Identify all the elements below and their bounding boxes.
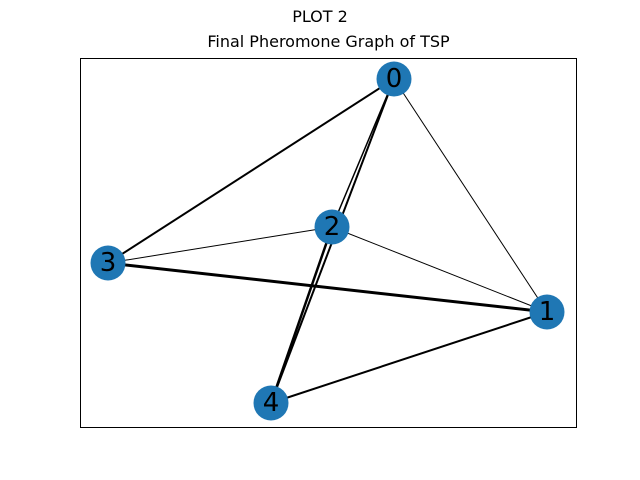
edge-1-3 <box>107 261 548 314</box>
figure-suptitle: PLOT 2 <box>292 7 348 26</box>
node-circle-0 <box>376 61 412 97</box>
node-2: 2 <box>314 209 350 245</box>
node-label-0: 0 <box>386 64 403 94</box>
node-4: 4 <box>253 385 289 421</box>
edge-2-4 <box>269 226 334 404</box>
node-label-2: 2 <box>324 212 341 242</box>
nodes-layer: 0 1 2 3 4 <box>90 61 565 421</box>
edge-0-3 <box>107 78 395 264</box>
edges-layer <box>107 78 548 404</box>
node-circle-2 <box>314 209 350 245</box>
node-0: 0 <box>376 61 412 97</box>
node-label-1: 1 <box>539 297 556 327</box>
edge-1-4 <box>270 311 548 404</box>
edge-1-2 <box>331 226 548 313</box>
axes-frame <box>80 58 577 428</box>
edge-0-1 <box>393 78 548 313</box>
node-circle-3 <box>90 245 126 281</box>
node-circle-1 <box>529 294 565 330</box>
node-label-4: 4 <box>263 388 280 418</box>
node-circle-4 <box>253 385 289 421</box>
node-3: 3 <box>90 245 126 281</box>
node-label-3: 3 <box>100 248 117 278</box>
edge-2-3 <box>107 226 333 264</box>
graph-title: Final Pheromone Graph of TSP <box>207 32 450 51</box>
node-1: 1 <box>529 294 565 330</box>
